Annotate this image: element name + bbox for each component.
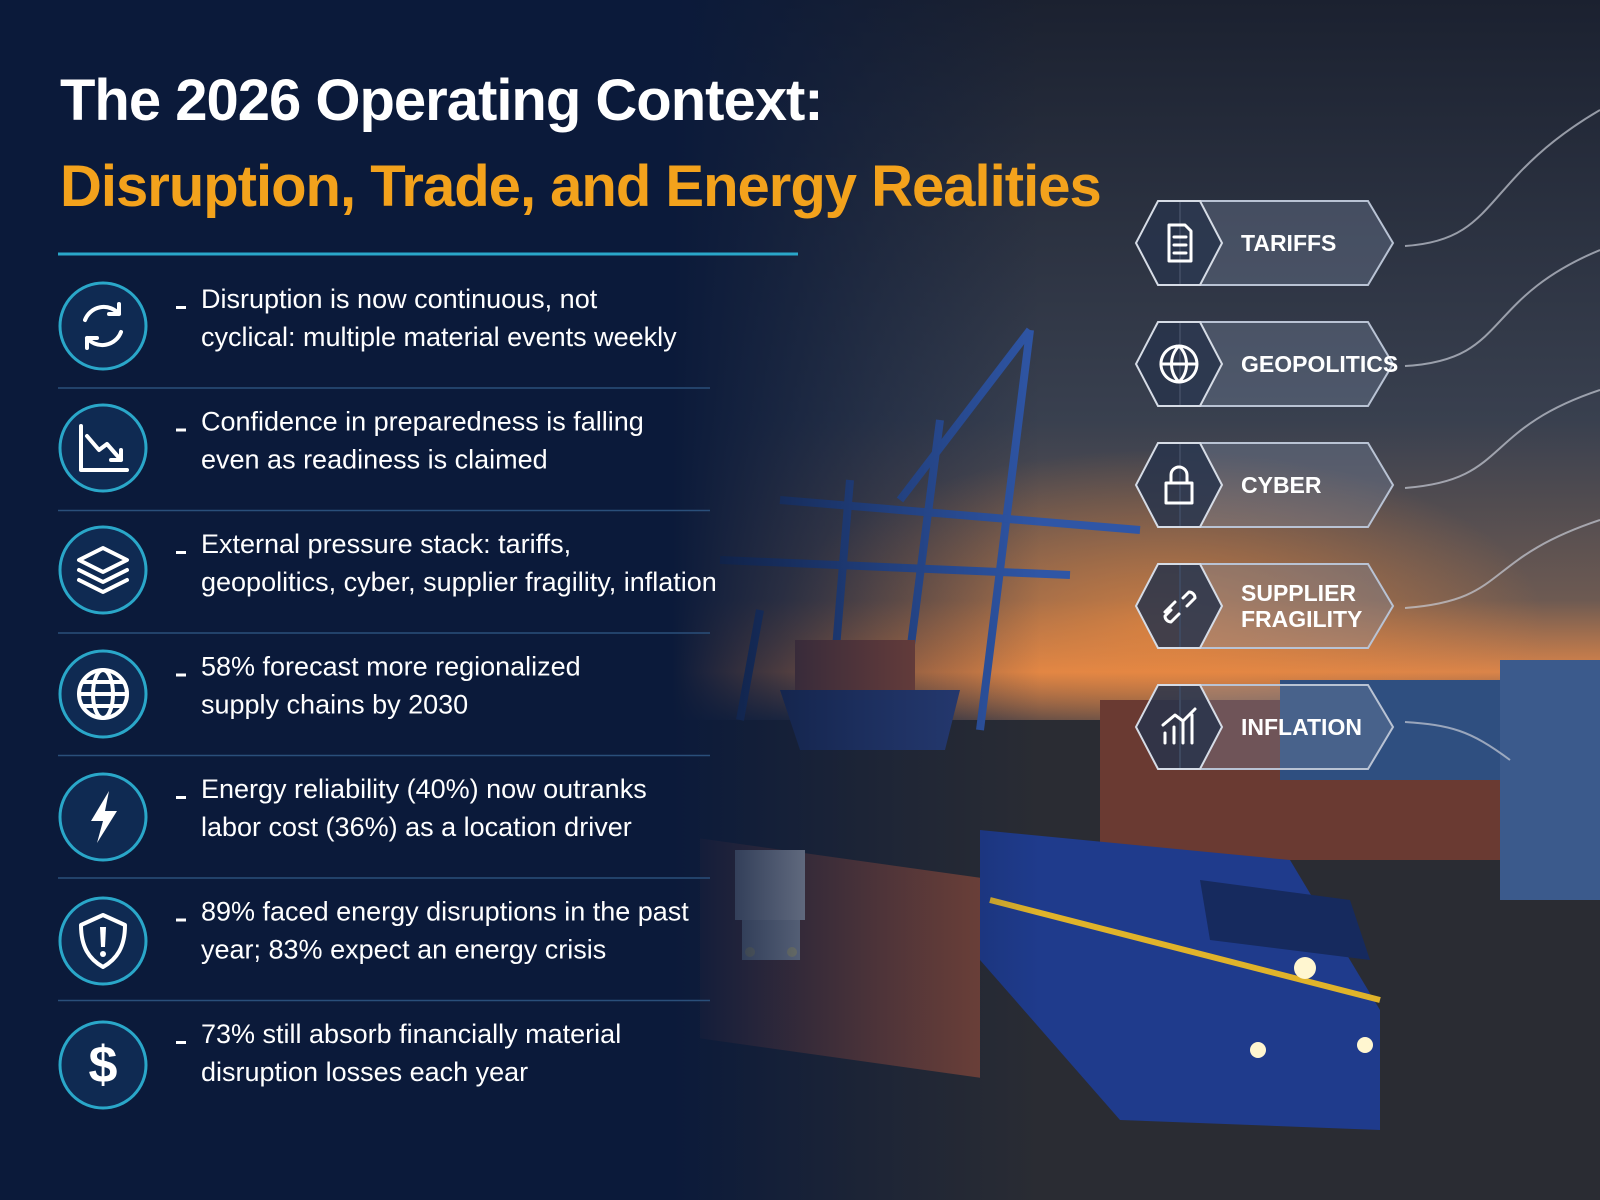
bullet-dash bbox=[176, 918, 186, 922]
bullet-list: Disruption is now continuous, not cyclica… bbox=[58, 284, 717, 1087]
bullet-text: labor cost (36%) as a location driver bbox=[201, 812, 632, 842]
badge-hex bbox=[1134, 563, 1224, 649]
pressure-label: TARIFFS bbox=[1241, 230, 1336, 256]
icon-decline bbox=[58, 403, 148, 493]
pressure-list: TARIFFS GEOPOLITICS CYBER SUPPLIERFRAGILITY… bbox=[1134, 200, 1398, 770]
bullet-dash bbox=[176, 428, 186, 432]
icon-lightning bbox=[58, 772, 148, 862]
title-line-2: Disruption, Trade, and Energy Realities bbox=[60, 154, 1101, 219]
bullet-text: Disruption is now continuous, not bbox=[201, 284, 598, 314]
pressure-badge: INFLATION bbox=[1134, 684, 1395, 770]
bullet-text: cyclical: multiple material events weekl… bbox=[201, 322, 677, 352]
bullet-text: disruption losses each year bbox=[201, 1057, 528, 1087]
bullet-dash bbox=[176, 673, 186, 677]
badge-icon bbox=[1164, 465, 1194, 505]
icon-dollar: $ bbox=[58, 1020, 148, 1110]
badge-hex bbox=[1134, 684, 1224, 770]
pressure-badge: CYBER bbox=[1134, 442, 1395, 528]
icon-globe bbox=[58, 649, 148, 739]
badge-icon bbox=[1163, 590, 1197, 624]
bullet-text: Energy reliability (40%) now outranks bbox=[201, 774, 647, 804]
badge-hex bbox=[1134, 200, 1224, 286]
icon-cycle bbox=[58, 281, 148, 371]
icon-shield bbox=[58, 896, 148, 986]
pressure-label: GEOPOLITICS bbox=[1241, 351, 1398, 377]
bullet-text: 89% faced energy disruptions in the past bbox=[201, 897, 689, 927]
badge-icon bbox=[1159, 344, 1199, 384]
bullet-text: year; 83% expect an energy crisis bbox=[201, 935, 606, 965]
bullet-text: even as readiness is claimed bbox=[201, 445, 548, 475]
pressure-label: INFLATION bbox=[1241, 714, 1362, 740]
badge-icon bbox=[1167, 223, 1193, 263]
bullet-icons: $ bbox=[58, 281, 148, 1110]
pressure-label: FRAGILITY bbox=[1241, 606, 1362, 632]
pressure-label: CYBER bbox=[1241, 472, 1322, 498]
bullet-text: Confidence in preparedness is falling bbox=[201, 407, 644, 437]
bullet-dash bbox=[176, 306, 186, 309]
bullet-dash bbox=[176, 551, 186, 554]
bullet-dash bbox=[176, 1041, 186, 1044]
bullet-text: 73% still absorb financially material bbox=[201, 1019, 621, 1049]
pressure-badge: GEOPOLITICS bbox=[1134, 321, 1398, 407]
bullet-text: supply chains by 2030 bbox=[201, 690, 468, 720]
pressure-label: SUPPLIER bbox=[1241, 580, 1356, 606]
icon-layers bbox=[58, 525, 148, 615]
title-line-1: The 2026 Operating Context: bbox=[60, 68, 823, 133]
bullet-text: 58% forecast more regionalized bbox=[201, 652, 581, 682]
bullet-text: geopolitics, cyber, supplier fragility, … bbox=[201, 567, 717, 597]
pressure-badge: TARIFFS bbox=[1134, 200, 1395, 286]
svg-text:$: $ bbox=[89, 1036, 118, 1094]
badge-hex bbox=[1134, 442, 1224, 528]
badge-icon bbox=[1161, 707, 1197, 745]
bullet-text: External pressure stack: tariffs, bbox=[201, 529, 571, 559]
bullet-dash bbox=[176, 796, 186, 799]
